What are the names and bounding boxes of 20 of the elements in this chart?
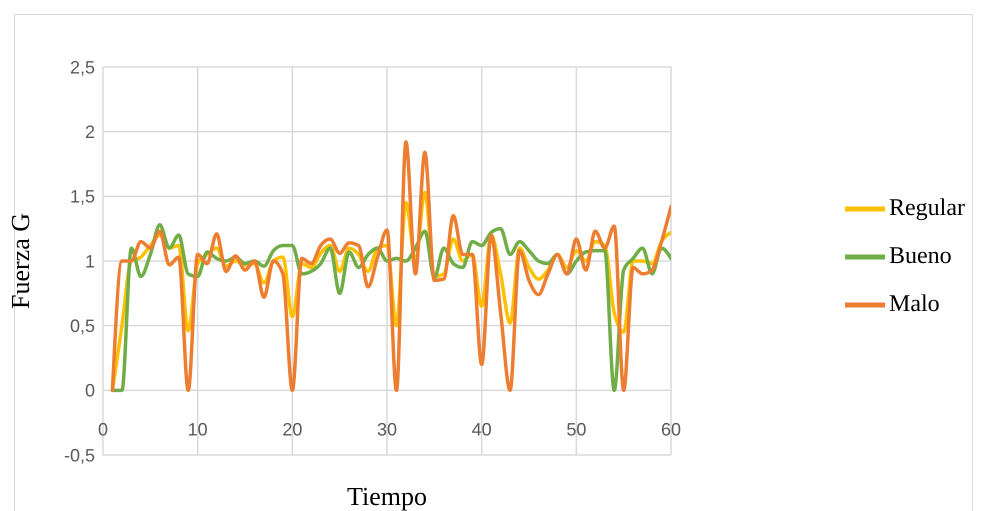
x-tick-label: 30 [376, 420, 398, 440]
x-tick-label: 0 [98, 420, 108, 440]
x-tick-label: 60 [661, 420, 682, 440]
x-tick-label: 50 [566, 420, 586, 440]
y-tick-label: -0,5 [64, 445, 95, 466]
legend-label: Malo [889, 290, 940, 316]
y-tick-label: 1,5 [70, 186, 95, 207]
y-axis-title: Fuerza G [6, 212, 36, 310]
y-tick-label: 0 [84, 380, 95, 401]
line-series [110, 140, 672, 392]
legend-label: Bueno [889, 242, 952, 268]
y-tick-label: 2 [84, 122, 95, 142]
y-tick-label: 0,5 [70, 316, 95, 336]
x-tick-label: 40 [472, 420, 492, 440]
y-tick-label: 1 [84, 251, 95, 272]
x-tick-label: 20 [282, 420, 302, 440]
x-axis-title: Tiempo [347, 482, 427, 511]
legend-label: Regular [889, 194, 965, 220]
y-tick-label: 2,5 [70, 57, 95, 78]
x-tick-label: 10 [188, 420, 208, 440]
